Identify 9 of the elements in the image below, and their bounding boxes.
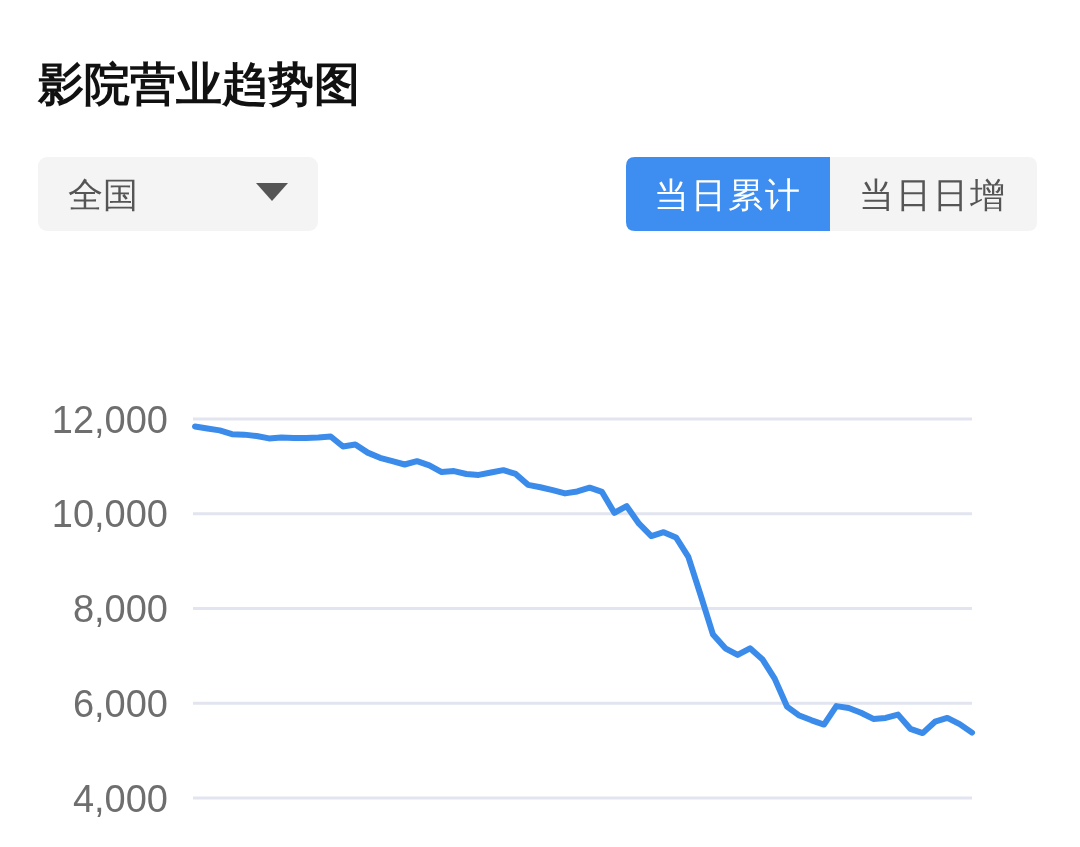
y-tick-label: 10,000: [51, 493, 168, 536]
chart-title: 影院营业趋势图: [37, 57, 360, 111]
text: 当日日增: [859, 175, 1007, 215]
y-tick-label: 12,000: [51, 398, 168, 441]
text: 全国: [68, 175, 138, 215]
y-tick-label: 4,000: [72, 777, 168, 820]
y-tick-label: 8,000: [72, 588, 168, 631]
text: 当日累计: [654, 175, 802, 215]
y-tick-label: 6,000: [72, 682, 168, 725]
